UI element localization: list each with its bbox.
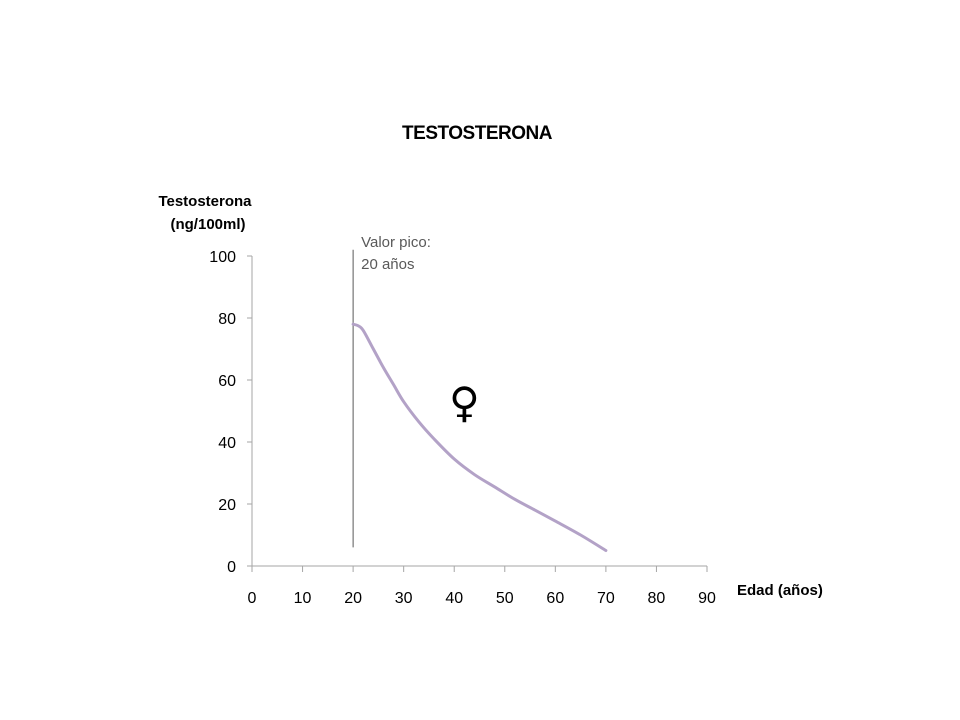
x-tick-label: 10: [294, 590, 312, 607]
y-tick-label: 40: [218, 435, 236, 452]
annotations-group: Valor pico: 20 años ♀: [361, 234, 480, 427]
x-tick-label: 50: [496, 590, 514, 607]
x-tick-label: 70: [597, 590, 615, 607]
x-tick-label: 90: [698, 590, 716, 607]
peak-annotation-line: 20 años: [361, 256, 414, 273]
y-tick-label: 60: [218, 373, 236, 390]
chart-title: TESTOSTERONA: [402, 123, 553, 144]
x-tick-label: 60: [546, 590, 564, 607]
x-tick-label: 40: [445, 590, 463, 607]
axes: 0 20 40 60 80 100 0 10 20 30 40 50 60 70 80 90: [209, 249, 716, 607]
y-tick-label: 80: [218, 311, 236, 328]
y-axis-label-line-2: (ng/100ml): [170, 216, 245, 233]
y-axis-label-line-1: Testosterona: [158, 193, 252, 210]
y-tick-label: 20: [218, 497, 236, 514]
x-tick-label: 30: [395, 590, 413, 607]
female-symbol-icon: ♀: [449, 378, 480, 427]
y-tick-label: 100: [209, 249, 236, 266]
y-tick-label: 0: [227, 559, 236, 576]
peak-annotation-line: Valor pico:: [361, 234, 431, 251]
x-axis-label: Edad (años): [737, 582, 823, 599]
x-tick-label: 20: [344, 590, 362, 607]
series-group: [351, 322, 608, 552]
x-tick-label: 0: [248, 590, 257, 607]
x-tick-label: 80: [648, 590, 666, 607]
series-line: [351, 322, 608, 552]
